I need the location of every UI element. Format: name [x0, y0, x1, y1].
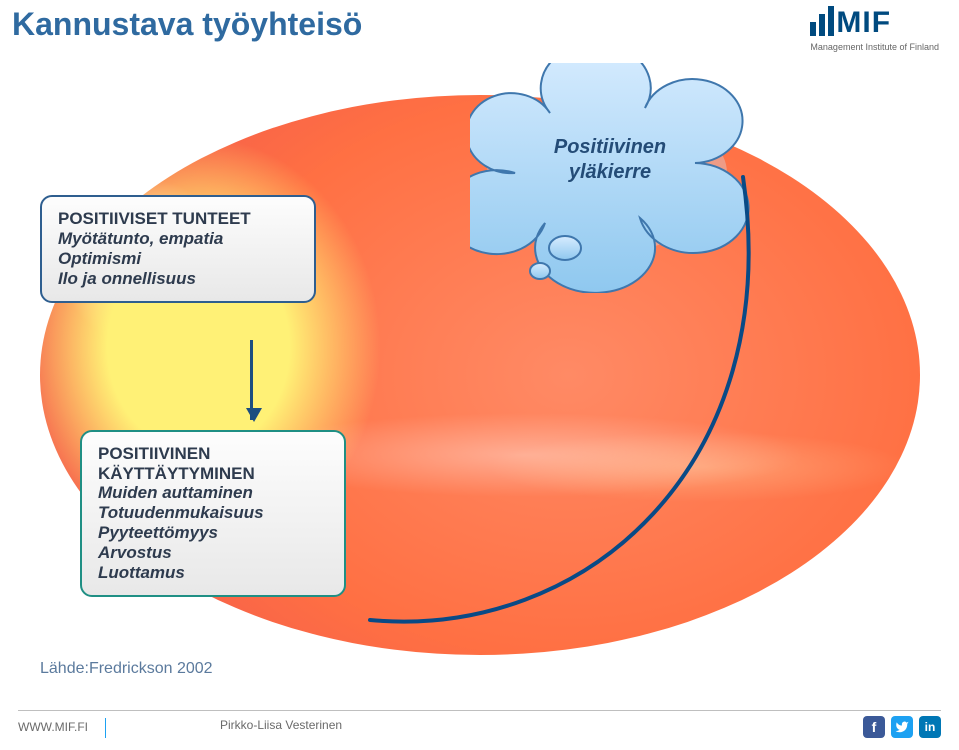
- arrow-down-icon: [250, 340, 253, 420]
- box2-line: Arvostus: [98, 543, 328, 563]
- box2-line: Luottamus: [98, 563, 328, 583]
- logo-mark: MIF: [810, 6, 939, 40]
- footer-author: Pirkko-Liisa Vesterinen: [220, 718, 342, 732]
- logo-bars-icon: [810, 6, 834, 36]
- slide: Kannustava työyhteisö MIF Management Ins…: [0, 0, 959, 750]
- box-positive-behavior: POSITIIVINEN KÄYTTÄYTYMINEN Muiden autta…: [80, 430, 346, 597]
- box2-line: Totuudenmukaisuus: [98, 503, 328, 523]
- logo: MIF Management Institute of Finland: [810, 6, 939, 52]
- box1-heading: POSITIIVISET TUNTEET: [58, 209, 298, 229]
- footer-url[interactable]: WWW.MIF.FI: [18, 718, 120, 738]
- source-citation: Lähde:Fredrickson 2002: [40, 660, 213, 678]
- box1-line: Optimismi: [58, 249, 298, 269]
- footer: WWW.MIF.FI Pirkko-Liisa Vesterinen f in: [0, 710, 959, 742]
- social-links: f in: [863, 716, 941, 738]
- box2-heading: POSITIIVINEN KÄYTTÄYTYMINEN: [98, 444, 328, 483]
- box1-line: Ilo ja onnellisuus: [58, 269, 298, 289]
- twitter-icon[interactable]: [891, 716, 913, 738]
- logo-subtitle: Management Institute of Finland: [810, 42, 939, 52]
- box2-line: Muiden auttaminen: [98, 483, 328, 503]
- upward-curve: [355, 165, 795, 635]
- background-oval: Positiivinen yläkierre POSITIIVISET TUNT…: [40, 95, 920, 655]
- facebook-icon[interactable]: f: [863, 716, 885, 738]
- box2-line: Pyyteettömyys: [98, 523, 328, 543]
- linkedin-icon[interactable]: in: [919, 716, 941, 738]
- page-title: Kannustava työyhteisö: [12, 6, 362, 43]
- box1-line: Myötätunto, empatia: [58, 229, 298, 249]
- box-positive-emotions: POSITIIVISET TUNTEET Myötätunto, empatia…: [40, 195, 316, 303]
- cloud-line1: Positiivinen: [554, 136, 666, 158]
- logo-text: MIF: [836, 6, 891, 40]
